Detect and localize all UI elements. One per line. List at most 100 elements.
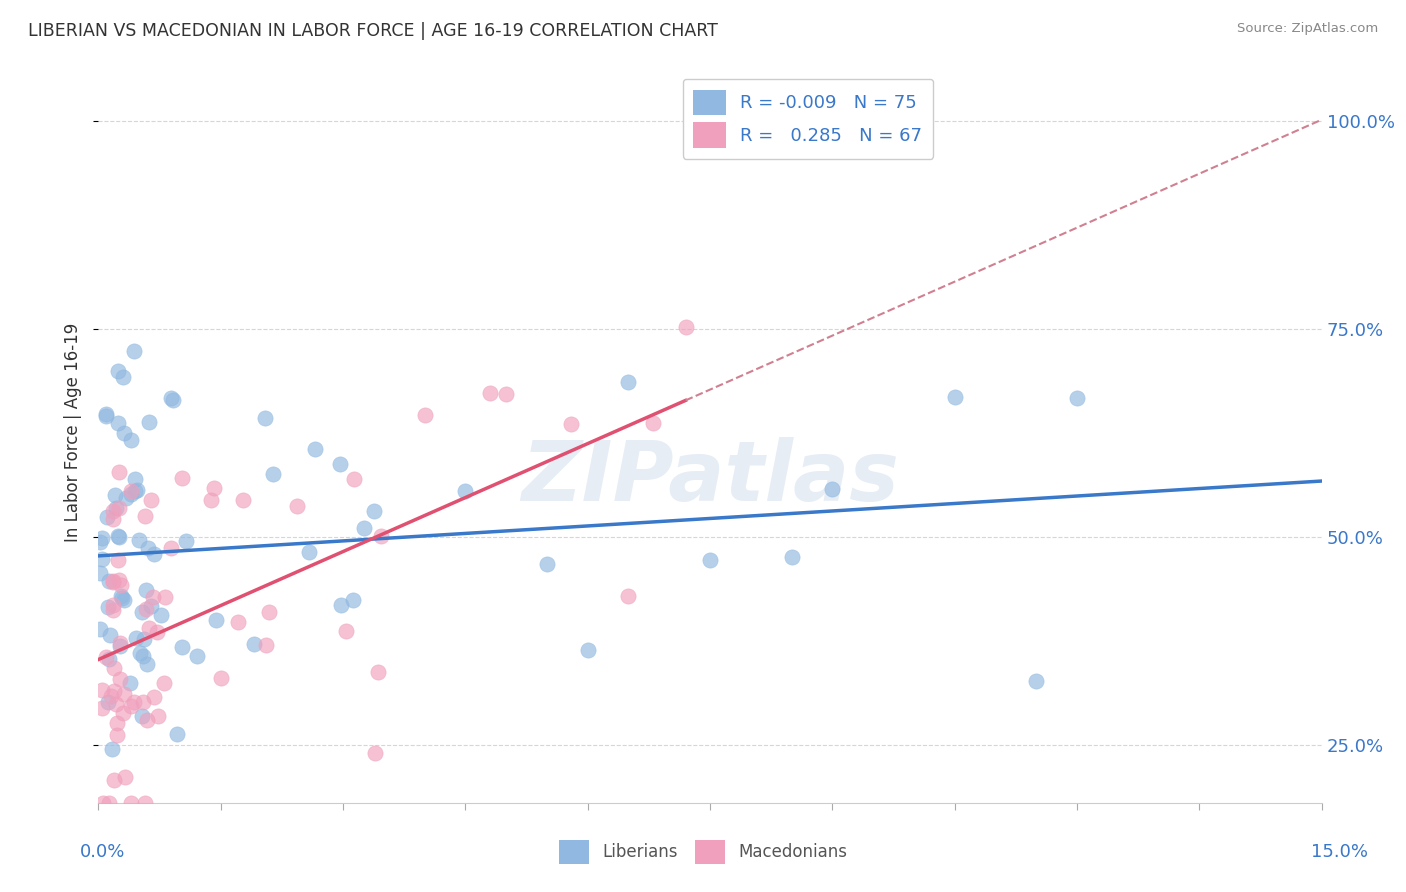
Legend: Liberians, Macedonians: Liberians, Macedonians bbox=[553, 833, 853, 871]
Point bbox=[136, 657, 159, 672]
Point bbox=[97, 574, 120, 589]
Y-axis label: In Labor Force | Age 16-19: In Labor Force | Age 16-19 bbox=[65, 323, 83, 542]
Point bbox=[108, 530, 131, 544]
Point bbox=[149, 607, 172, 622]
Point bbox=[186, 648, 208, 663]
Point bbox=[104, 488, 127, 502]
Point bbox=[105, 716, 128, 731]
Point bbox=[120, 698, 142, 713]
Point bbox=[124, 484, 146, 499]
Point bbox=[699, 553, 721, 567]
Point bbox=[142, 690, 165, 704]
Point bbox=[122, 695, 145, 709]
Point bbox=[103, 772, 125, 787]
Point bbox=[1066, 391, 1088, 405]
Point bbox=[107, 529, 129, 543]
Point bbox=[121, 796, 143, 810]
Point bbox=[97, 599, 120, 614]
Point bbox=[166, 727, 188, 741]
Point bbox=[115, 491, 138, 505]
Point bbox=[108, 465, 131, 479]
Point bbox=[110, 591, 132, 606]
Point bbox=[298, 545, 321, 559]
Point bbox=[617, 376, 640, 390]
Point bbox=[132, 649, 155, 664]
Point bbox=[100, 689, 122, 703]
Point bbox=[367, 665, 389, 680]
Point bbox=[97, 651, 120, 665]
Point bbox=[128, 646, 150, 660]
Point bbox=[110, 578, 132, 592]
Point bbox=[342, 593, 364, 607]
Point bbox=[112, 425, 135, 440]
Point bbox=[97, 695, 120, 709]
Point bbox=[131, 605, 153, 619]
Point bbox=[105, 728, 128, 742]
Point bbox=[124, 472, 146, 486]
Point bbox=[821, 482, 844, 496]
Text: 15.0%: 15.0% bbox=[1312, 843, 1368, 861]
Point bbox=[232, 493, 254, 508]
Point bbox=[114, 770, 136, 784]
Point bbox=[142, 547, 165, 561]
Point bbox=[91, 552, 114, 566]
Point bbox=[125, 632, 148, 646]
Point bbox=[200, 493, 222, 508]
Point bbox=[96, 649, 118, 664]
Point bbox=[136, 541, 159, 556]
Point bbox=[138, 621, 160, 635]
Point bbox=[202, 481, 225, 495]
Point bbox=[101, 512, 124, 526]
Point bbox=[120, 676, 142, 690]
Point bbox=[160, 391, 183, 405]
Point bbox=[259, 605, 281, 619]
Point bbox=[209, 671, 232, 685]
Point bbox=[141, 493, 163, 508]
Point bbox=[364, 746, 387, 760]
Point bbox=[343, 472, 366, 486]
Point bbox=[146, 624, 169, 639]
Point bbox=[153, 676, 176, 690]
Point bbox=[285, 499, 308, 513]
Point bbox=[103, 661, 125, 675]
Point bbox=[675, 320, 697, 334]
Point bbox=[111, 706, 134, 720]
Point bbox=[108, 636, 131, 650]
Point bbox=[122, 343, 145, 358]
Point bbox=[135, 583, 157, 598]
Point bbox=[107, 363, 129, 377]
Point bbox=[101, 598, 124, 612]
Legend: R = -0.009   N = 75, R =   0.285   N = 67: R = -0.009 N = 75, R = 0.285 N = 67 bbox=[682, 78, 934, 159]
Point bbox=[112, 687, 135, 701]
Point bbox=[128, 533, 150, 547]
Point bbox=[1025, 674, 1047, 689]
Point bbox=[254, 638, 277, 652]
Point bbox=[89, 623, 111, 637]
Point bbox=[560, 417, 582, 431]
Point bbox=[413, 408, 436, 422]
Point bbox=[103, 503, 125, 517]
Point bbox=[101, 575, 124, 590]
Point bbox=[153, 590, 176, 604]
Point bbox=[120, 484, 142, 499]
Point bbox=[107, 416, 129, 430]
Point bbox=[641, 416, 664, 430]
Point bbox=[90, 683, 112, 698]
Point bbox=[353, 521, 375, 535]
Point bbox=[135, 714, 157, 728]
Point bbox=[363, 503, 385, 517]
Point bbox=[243, 638, 266, 652]
Point bbox=[146, 708, 169, 723]
Point bbox=[96, 510, 118, 524]
Point bbox=[90, 531, 112, 545]
Point bbox=[204, 613, 226, 627]
Text: ZIPatlas: ZIPatlas bbox=[522, 436, 898, 517]
Point bbox=[110, 589, 132, 603]
Point bbox=[104, 501, 127, 516]
Point bbox=[943, 390, 966, 404]
Point bbox=[107, 553, 129, 567]
Point bbox=[89, 566, 111, 580]
Point bbox=[454, 484, 477, 499]
Point bbox=[134, 508, 156, 523]
Point bbox=[536, 558, 558, 572]
